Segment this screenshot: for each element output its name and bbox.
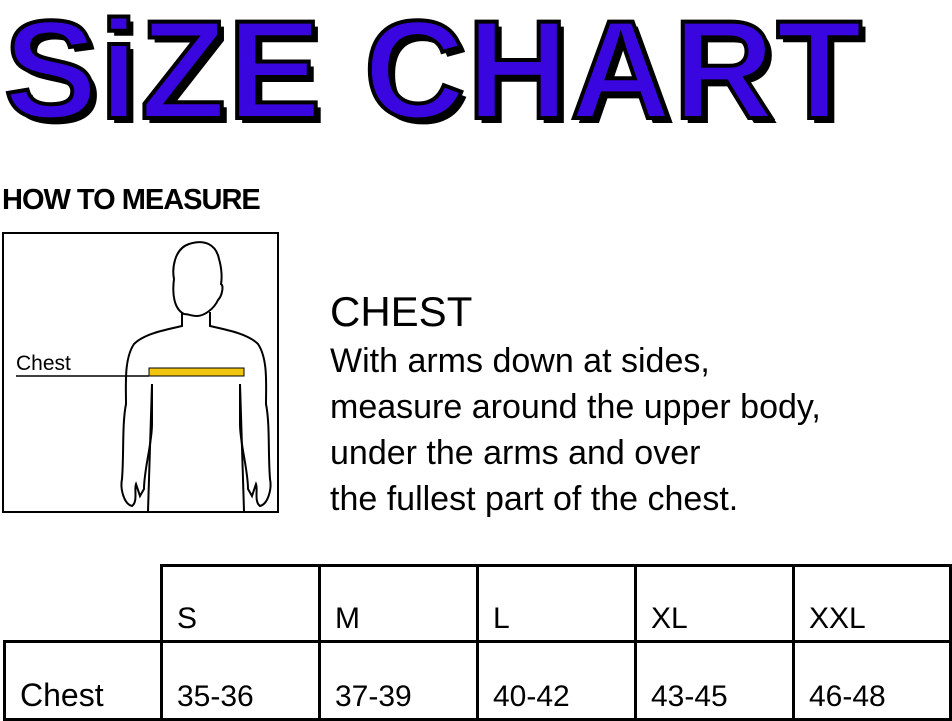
- value-cell: 40-42: [476, 640, 637, 721]
- how-to-measure-heading: HOW TO MEASURE: [2, 184, 261, 216]
- header-cell: L: [476, 564, 637, 643]
- instruction-line: With arms down at sides,: [330, 342, 710, 380]
- row-label-cell: Chest: [3, 640, 163, 721]
- body-outline-illustration: [16, 241, 272, 512]
- page-title: SiZE CHART: [2, 0, 864, 148]
- chest-label: Chest: [16, 352, 71, 375]
- header-cell: S: [160, 564, 321, 643]
- measuring-tape: [148, 367, 245, 377]
- value-cell: 35-36: [160, 640, 321, 721]
- value-cell: 43-45: [634, 640, 795, 721]
- chest-instructions: With arms down at sides, measure around …: [330, 338, 950, 522]
- value-cell: 46-48: [792, 640, 952, 721]
- instruction-line: under the arms and over: [330, 434, 701, 472]
- header-cell: XL: [634, 564, 795, 643]
- instruction-line: measure around the upper body,: [330, 388, 821, 426]
- measurement-figure: Chest: [2, 232, 279, 513]
- value-cell: 37-39: [318, 640, 479, 721]
- instruction-line: the fullest part of the chest.: [330, 480, 739, 518]
- header-cell: XXL: [792, 564, 952, 643]
- chest-heading: CHEST: [330, 288, 473, 335]
- header-cell: M: [318, 564, 479, 643]
